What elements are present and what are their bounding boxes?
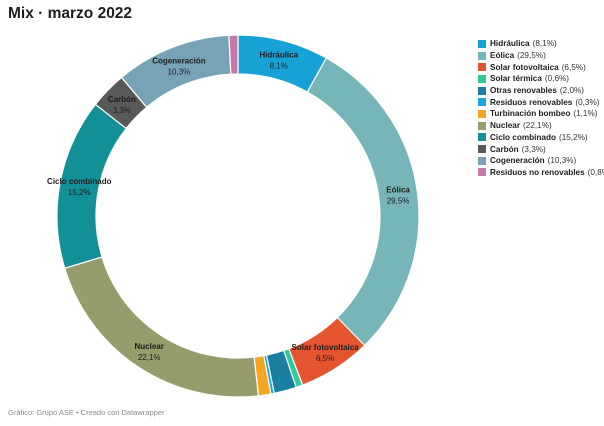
legend-label: Solar fotovoltaica [490,62,559,72]
legend-value: (3,3%) [521,144,546,154]
slice-residuos-no-renovables[interactable] [228,34,239,75]
legend-value: (6,5%) [561,62,586,72]
slice-label-carbon: Carbón [108,95,136,104]
chart-title: Mix · marzo 2022 [8,5,133,22]
legend-label: Cogeneración [490,156,545,166]
slice-value-hidraulica: 8,1% [270,62,288,71]
legend-value: (0,6%) [544,74,570,84]
legend-label: Residuos no renovables [490,167,585,177]
legend-value: (0,3%) [575,97,600,107]
legend-label: Otras renovables [490,86,557,96]
slice-label-nuclear: Nuclear [134,342,163,351]
legend-item-ciclo-combinado[interactable]: Ciclo combinado (15,2%) [478,132,604,144]
legend-label: Solar térmica [490,74,542,84]
legend-item-residuos-no-renovables[interactable]: Residuos no renovables(0,8%) [478,167,604,179]
slice-value-ciclo-combinado: 15,2% [68,188,91,197]
slice-label-solar-fotovoltaica: Solar fotovoltaica [292,343,360,352]
legend-swatch [478,168,486,177]
legend-value: (22,1%) [523,121,552,131]
legend-value: (8,1%) [532,39,557,49]
slice-value-eolica: 29,5% [387,197,410,206]
legend-item-residuos-renovables[interactable]: Residuos renovables (0,3%) [478,96,604,108]
legend-item-carbon[interactable]: Carbón (3,3%) [478,143,604,155]
legend-item-cogeneracion[interactable]: Cogeneración (10,3%) [478,155,604,167]
legend-swatch [478,145,486,154]
slice-label-eolica: Eólica [386,186,410,195]
slice-value-nuclear: 22,1% [138,353,161,362]
legend-label: Residuos renovables [490,97,573,107]
legend-swatch [478,133,486,142]
legend-swatch [478,51,486,60]
legend-label: Hidráulica [490,39,530,49]
legend-label: Nuclear [490,121,521,131]
legend-item-hidraulica[interactable]: Hidráulica (8,1%) [478,38,604,50]
slice-value-carbon: 3,3% [113,106,131,115]
slice-value-solar-fotovoltaica: 6,5% [316,354,334,363]
legend-swatch [478,74,486,83]
legend-value: (15,2%) [558,132,588,142]
legend-swatch [478,63,486,72]
legend-item-solar-fotovoltaica[interactable]: Solar fotovoltaica (6,5%) [478,61,604,73]
legend-item-solar-termica[interactable]: Solar térmica (0,6%) [478,73,604,85]
legend-value: (1,1%) [573,109,598,119]
legend-swatch [478,98,486,107]
legend-item-eolica[interactable]: Eólica (29,5%) [478,50,604,62]
legend-item-turbinacion-bombeo[interactable]: Turbinación bombeo (1,1%) [478,108,604,120]
legend-item-otras-renovables[interactable]: Otras renovables (2,0%) [478,85,604,97]
legend-label: Carbón [490,144,519,154]
legend-swatch [478,156,486,165]
legend-value: (0,8%) [587,167,604,177]
legend-value: (29,5%) [517,51,546,61]
legend-swatch [478,109,486,118]
slice-label-hidraulica: Hidráulica [259,51,298,60]
slice-nuclear[interactable] [63,256,260,398]
slice-label-cogeneracion: Cogeneración [152,57,205,66]
slice-value-cogeneracion: 10,3% [168,68,191,77]
legend-value: (10,3%) [547,156,577,166]
slice-label-ciclo-combinado: Ciclo combinado [47,177,112,186]
legend-value: (2,0%) [559,86,585,96]
chart-legend: Hidráulica (8,1%) Eólica (29,5%) Solar fotov… [478,38,604,178]
legend-swatch [478,121,486,130]
legend-label: Turbinación bombeo [490,109,571,119]
chart-credit: Gráfico: Grupo ASE • Creado con Datawrap… [8,408,165,417]
legend-swatch [478,86,486,95]
slice-ciclo-combinado[interactable] [56,103,128,269]
legend-item-nuclear[interactable]: Nuclear (22,1%) [478,120,604,132]
legend-swatch [478,39,486,48]
legend-label: Eólica [490,51,515,61]
legend-label: Ciclo combinado [490,132,556,142]
